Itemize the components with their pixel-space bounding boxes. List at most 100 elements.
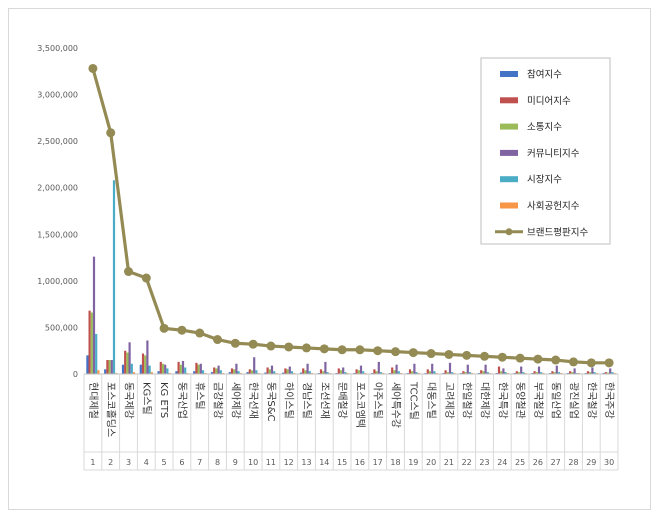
bar [235, 363, 238, 374]
bar [175, 371, 178, 374]
bar [201, 370, 205, 374]
bar [324, 361, 327, 374]
line-point [355, 345, 365, 355]
bar [124, 350, 127, 374]
line-point [497, 352, 507, 362]
y-tick-label: 1,000,000 [37, 277, 78, 286]
line-point [266, 341, 276, 351]
bar [540, 372, 543, 374]
line-point [159, 323, 169, 333]
bar [533, 371, 536, 374]
bar [377, 361, 380, 374]
bar [357, 370, 360, 374]
bar [233, 369, 236, 374]
bar [468, 372, 472, 374]
line-point [551, 355, 561, 365]
index-label: 17 [373, 458, 383, 467]
line-point [213, 335, 222, 345]
y-tick-label: 3,500,000 [37, 44, 78, 53]
bar [108, 360, 111, 374]
bar [569, 371, 572, 374]
legend-label: 커뮤니티지수 [527, 148, 580, 159]
x-tick-label: 대동스틸 [425, 382, 438, 419]
bar [464, 372, 467, 374]
bar [132, 372, 136, 374]
bar [250, 370, 254, 374]
trend-line [88, 63, 614, 368]
bar [210, 372, 214, 374]
bar [217, 365, 220, 374]
x-tick-label: 대한제강 [479, 382, 491, 419]
bar [609, 368, 612, 374]
bar [484, 364, 487, 374]
y-tick-label: 1,500,000 [37, 230, 78, 239]
bar [121, 364, 125, 374]
bar [397, 371, 400, 374]
bar [268, 369, 271, 374]
index-label: 5 [162, 458, 167, 467]
bar [486, 372, 489, 374]
legend-swatch [500, 123, 518, 130]
bar [302, 368, 305, 374]
x-tick-label: 한일철강 [461, 382, 473, 419]
line-point [604, 358, 614, 368]
bar [106, 360, 109, 374]
x-tick-label: 현대제철 [87, 382, 99, 419]
y-tick-label: 0 [73, 370, 78, 379]
bar [219, 370, 222, 374]
x-tick-label: 경남스틸 [301, 382, 314, 419]
bar [571, 372, 574, 374]
bar [230, 368, 234, 374]
bar [270, 365, 274, 374]
index-label: 15 [337, 458, 347, 467]
bar [413, 363, 416, 374]
y-tick-label: 2,000,000 [37, 184, 78, 193]
x-tick-label: 세아제강 [229, 382, 241, 419]
legend-swatch [500, 202, 518, 209]
bar [288, 366, 291, 374]
line-point [462, 350, 472, 360]
index-label: 7 [197, 458, 202, 467]
bar [90, 312, 93, 374]
line-point [408, 348, 418, 358]
index-label: 28 [568, 458, 578, 467]
legend-swatch-marker [505, 228, 513, 236]
y-tick-label: 2,500,000 [37, 137, 78, 146]
bar [553, 372, 556, 374]
bar [141, 353, 145, 374]
bar [408, 369, 412, 374]
bar [500, 371, 503, 374]
x-tick-label: 금강철강 [212, 382, 224, 419]
x-axis: 현대제철 1 포스코홀딩스 2 동국제강 3 KG스틸 4 KG ETS 5 동국산업 6 휴스틸 7 금강… [83, 373, 619, 471]
legend-swatch [500, 71, 518, 77]
bar [104, 369, 107, 374]
line-point [88, 63, 98, 73]
bar [482, 371, 485, 374]
x-tick-label: 세아특수강 [390, 382, 402, 428]
bar [273, 371, 276, 374]
index-label: 2 [108, 458, 113, 467]
line-point [569, 357, 578, 367]
bar [373, 369, 376, 374]
x-tick-label: 한국철강 [585, 382, 597, 419]
index-label: 11 [266, 458, 276, 467]
bar [148, 365, 151, 374]
line-point [480, 351, 489, 361]
bar [344, 372, 347, 374]
bar [448, 362, 452, 374]
line-point [302, 343, 311, 353]
bar [95, 333, 98, 374]
bar [237, 371, 240, 374]
line-point [533, 354, 543, 364]
bar [179, 364, 182, 374]
bar [551, 371, 554, 374]
line-point [124, 267, 133, 277]
line-point [319, 344, 329, 354]
bar [446, 372, 449, 374]
bar [112, 180, 116, 374]
x-tick-label: 포스코엠텍 [354, 382, 366, 428]
bar [555, 365, 558, 374]
index-label: 6 [179, 458, 184, 467]
